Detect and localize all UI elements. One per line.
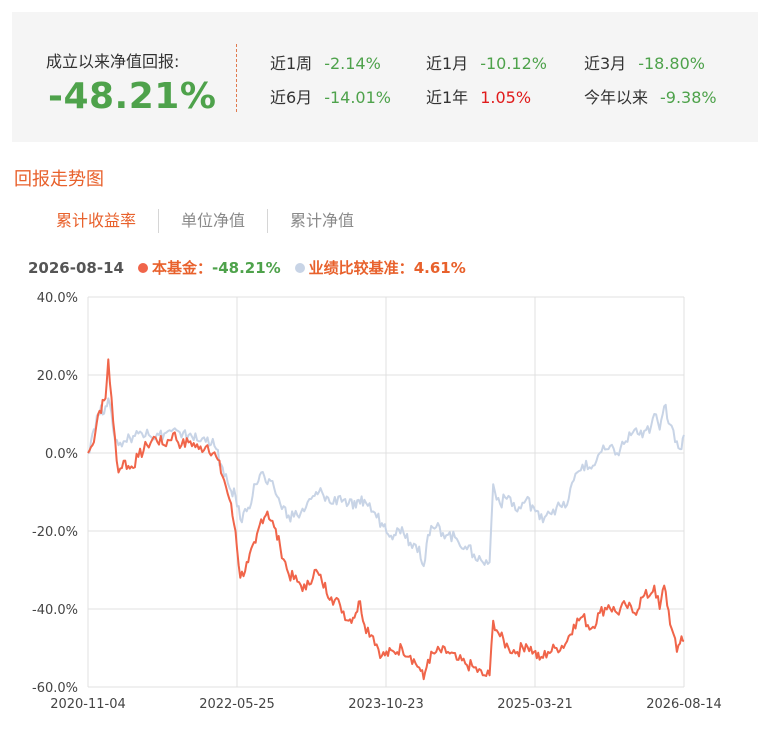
period-value: -9.38% — [660, 88, 717, 107]
tab-unit-nav[interactable]: 单位净值 — [158, 209, 267, 233]
period-value: -2.14% — [324, 54, 381, 73]
period-value: -10.12% — [480, 54, 547, 73]
period-value: -18.80% — [638, 54, 705, 73]
period-label: 近1月 — [426, 54, 469, 73]
period-label: 近1年 — [426, 88, 469, 107]
section-title: 回报走势图 — [14, 169, 104, 190]
x-axis-labels: 2020-11-04 2022-05-25 2023-10-23 2025-03-21… — [50, 697, 722, 712]
y-tick-label: -40.0% — [32, 603, 78, 618]
legend-benchmark-name: 业绩比较基准： — [308, 259, 414, 277]
fund-dot-icon — [137, 262, 148, 273]
return-trend-chart[interactable]: 40.0% 20.0% 0.0% -20.0% -40.0% -60.0% 2020-11… — [0, 280, 759, 730]
y-tick-label: -60.0% — [32, 681, 78, 696]
tab-accumulated-nav[interactable]: 累计净值 — [267, 209, 376, 233]
return-summary-panel: 成立以来净值回报: -48.21% 近1周 -2.14% 近1月 -10.12% 近… — [12, 12, 758, 142]
legend-date: 2026-08-14 — [28, 258, 124, 277]
period-1w: 近1周 -2.14% — [270, 50, 381, 74]
tab-cumulative-return[interactable]: 累计收益率 — [56, 211, 137, 230]
x-tick-label: 2023-10-23 — [348, 697, 424, 712]
y-tick-label: 40.0% — [37, 291, 78, 306]
y-tick-label: 0.0% — [45, 447, 78, 462]
legend-fund-name: 本基金： — [151, 259, 212, 277]
y-axis-labels: 40.0% 20.0% 0.0% -20.0% -40.0% -60.0% — [32, 291, 78, 696]
y-tick-label: 20.0% — [37, 369, 78, 384]
period-1y: 近1年 1.05% — [426, 84, 531, 108]
chart-legend: 2026-08-14 本基金： -48.21% 业绩比较基准： 4.61% — [28, 257, 466, 278]
chart-series — [87, 358, 685, 681]
period-label: 今年以来 — [584, 88, 649, 107]
period-label: 近1周 — [270, 54, 313, 73]
x-tick-label: 2025-03-21 — [497, 697, 573, 712]
chart-grid — [87, 296, 685, 688]
x-tick-label: 2026-08-14 — [646, 697, 722, 712]
period-value: -14.01% — [324, 88, 391, 107]
period-label: 近3月 — [584, 54, 627, 73]
period-value: 1.05% — [480, 88, 532, 107]
x-tick-label: 2020-11-04 — [50, 697, 126, 712]
period-ytd: 今年以来 -9.38% — [584, 84, 717, 108]
summary-divider — [236, 44, 237, 112]
since-inception-label: 成立以来净值回报: — [46, 52, 180, 71]
period-6m: 近6月 -14.01% — [270, 84, 391, 108]
x-tick-label: 2022-05-25 — [199, 697, 275, 712]
period-3m: 近3月 -18.80% — [584, 50, 705, 74]
legend-benchmark-value: 4.61% — [413, 258, 466, 277]
period-label: 近6月 — [270, 88, 313, 107]
benchmark-dot-icon — [294, 262, 305, 273]
legend-fund-value: -48.21% — [211, 258, 281, 277]
y-tick-label: -20.0% — [32, 525, 78, 540]
fund-series-line — [87, 358, 685, 681]
period-1m: 近1月 -10.12% — [426, 50, 547, 74]
chart-tab-bar: 累计收益率 单位净值 累计净值 — [56, 208, 376, 234]
since-inception-value: -48.21% — [48, 76, 217, 117]
